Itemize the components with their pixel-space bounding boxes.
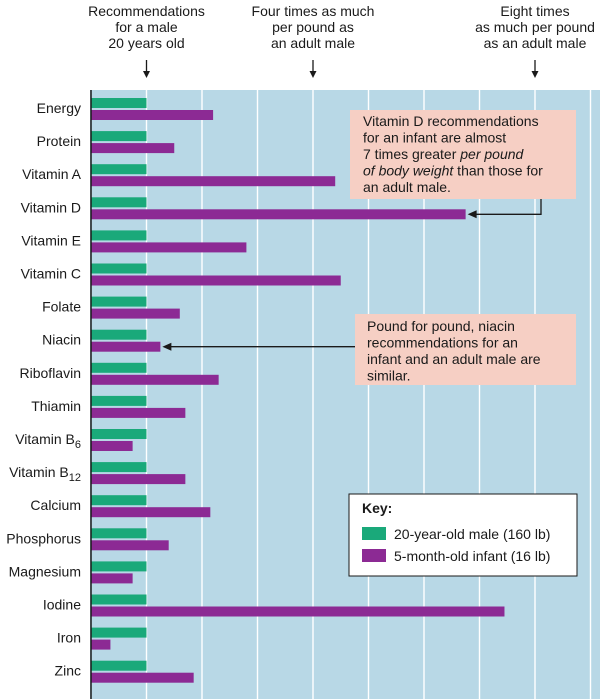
top-annotation-line: per pound as	[272, 19, 354, 35]
bar-infant	[91, 308, 180, 319]
category-labels: Energy Protein Vitamin A Vitamin D Vitamin E…	[6, 100, 81, 679]
category-label: Vitamin B6	[15, 431, 81, 451]
top-annotation-line: as much per pound	[475, 19, 595, 35]
callout-box	[355, 314, 576, 385]
callout-arrow-head	[467, 210, 477, 219]
callout-text-line: for an infant are almost	[363, 130, 506, 146]
bar-infant	[91, 341, 161, 352]
category-label: Calcium	[30, 497, 81, 513]
category-label: Vitamin A	[22, 166, 82, 182]
legend-label: 20-year-old male (160 lb)	[394, 526, 550, 542]
category-label: Iron	[57, 630, 81, 646]
category-label: Phosphorus	[6, 530, 81, 546]
bar-infant	[91, 110, 214, 120]
legend-title: Key:	[362, 500, 392, 516]
top-annotation-line: an adult male	[271, 35, 355, 51]
category-label: Folate	[42, 299, 81, 315]
bars	[91, 98, 505, 683]
callout-text-line: infant and an adult male are	[367, 351, 541, 367]
bar-infant	[91, 540, 169, 551]
legend-swatch	[362, 527, 386, 540]
bar-male	[91, 429, 147, 439]
legend-box	[348, 493, 578, 577]
category-label: Energy	[37, 100, 81, 116]
bar-male	[91, 197, 147, 208]
top-annotation-line: Four times as much	[252, 3, 375, 19]
category-label: Thiamin	[31, 398, 81, 414]
bar-male	[91, 627, 147, 638]
category-label: Niacin	[42, 332, 81, 348]
annotation-arrow-head	[531, 71, 539, 78]
callout-text-line: recommendations for an	[367, 335, 518, 351]
bar-male	[91, 528, 147, 539]
callout-arrow-head	[162, 342, 172, 351]
legend-swatch	[362, 549, 386, 562]
category-label: Vitamin D	[21, 199, 81, 215]
bar-male	[91, 395, 147, 406]
bar-male	[91, 131, 147, 142]
category-label: Zinc	[55, 663, 81, 679]
annotation-arrow-head	[309, 71, 317, 78]
bar-male	[91, 164, 147, 175]
bar-male	[91, 98, 147, 108]
category-label: Vitamin E	[21, 232, 81, 248]
bar-male	[91, 660, 147, 671]
category-label: Vitamin C	[21, 266, 81, 282]
bar-infant	[91, 242, 247, 253]
bar-male	[91, 263, 147, 274]
top-annotation-line: Recommendations	[88, 3, 205, 19]
category-label: Vitamin B12	[9, 464, 81, 484]
bar-infant	[91, 441, 133, 451]
bar-infant	[91, 275, 341, 286]
annotation-arrow-head	[143, 71, 150, 78]
bar-infant	[91, 143, 175, 154]
callout-box	[350, 110, 576, 199]
callout-text-line: of body weight than those for	[363, 163, 543, 179]
bar-male	[91, 462, 147, 473]
callout-text-line: similar.	[367, 368, 411, 384]
bar-infant	[91, 209, 466, 220]
top-annotation-line: 20 years old	[108, 35, 184, 51]
bar-male	[91, 329, 147, 340]
bar-male	[91, 230, 147, 241]
legend: Key:20-year-old male (160 lb) 5-month-old…	[348, 493, 578, 577]
top-annotation-line: Eight times	[500, 3, 569, 19]
bar-infant	[91, 407, 186, 418]
category-label: Iodine	[43, 597, 81, 613]
callout-text-line: an adult male.	[363, 179, 451, 195]
bar-infant	[91, 507, 211, 518]
bar-infant	[91, 606, 505, 617]
bar-infant	[91, 639, 111, 650]
bar-infant	[91, 573, 133, 584]
bar-male	[91, 296, 147, 307]
bar-male	[91, 495, 147, 506]
top-annotation-line: as an adult male	[484, 35, 587, 51]
category-label: Magnesium	[9, 563, 81, 579]
bar-male	[91, 561, 147, 572]
callout-arrow-line	[475, 199, 542, 215]
callout-text-line: Vitamin D recommendations	[363, 113, 539, 129]
bar-male	[91, 362, 147, 373]
category-label: Riboflavin	[20, 365, 81, 381]
callout-text-line: 7 times greater per pound	[363, 146, 525, 162]
legend-label: 5-month-old infant (16 lb)	[394, 548, 550, 564]
bar-male	[91, 594, 147, 605]
top-annotation-line: for a male	[115, 19, 177, 35]
bar-infant	[91, 672, 194, 683]
category-label: Protein	[37, 133, 81, 149]
bar-infant	[91, 374, 219, 385]
bar-infant	[91, 176, 336, 187]
bar-infant	[91, 474, 186, 485]
callout-text-line: Pound for pound, niacin	[367, 318, 515, 334]
